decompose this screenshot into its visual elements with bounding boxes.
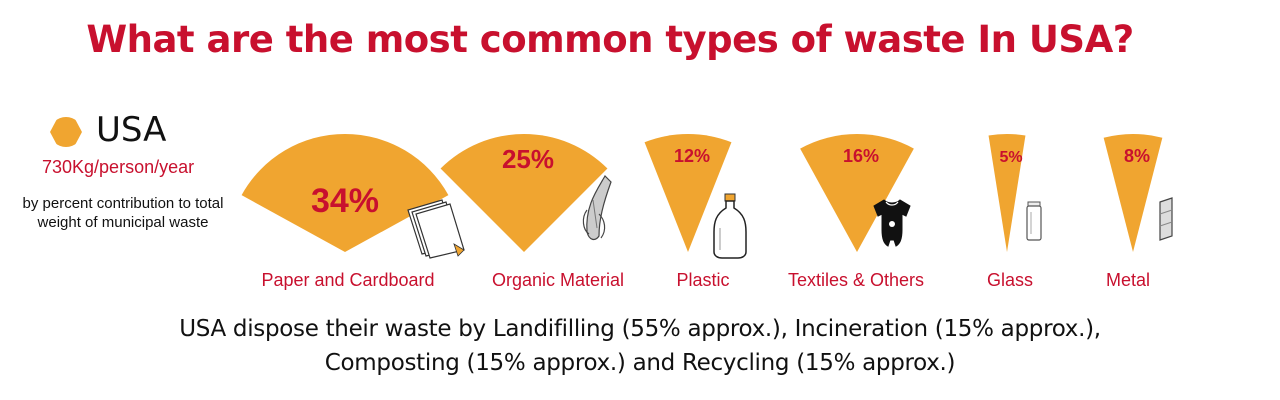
category-label: Plastic	[676, 270, 729, 290]
metal-can-icon	[1159, 197, 1173, 241]
glass-jar-icon	[1026, 201, 1042, 241]
category-label: Glass	[987, 270, 1033, 290]
chart-title: What are the most common types of waste …	[86, 18, 1134, 61]
wedge-metal	[1103, 134, 1163, 252]
value-label: 5%	[999, 149, 1022, 166]
wedge-glass	[988, 133, 1026, 252]
category-label: Paper and Cardboard	[261, 270, 434, 290]
value-label: 34%	[311, 182, 379, 220]
disposal-summary-line-2: Composting (15% approx.) and Recycling (…	[324, 350, 956, 376]
wedge-organic-material	[440, 133, 608, 252]
disposal-summary: USA dispose their waste by Landifilling …	[0, 312, 1280, 380]
value-label: 12%	[674, 146, 710, 166]
category-label: Textiles & Others	[788, 270, 924, 290]
onesie-icon	[873, 199, 911, 247]
value-label: 16%	[843, 146, 879, 166]
banana-peel-icon	[582, 175, 612, 241]
plastic-bottle-icon	[713, 193, 747, 259]
paper-stack-icon	[407, 199, 465, 259]
disposal-summary-line-1: USA dispose their waste by Landifilling …	[179, 316, 1101, 342]
value-label: 25%	[502, 144, 554, 174]
legend-description: by percent contribution to total weight …	[22, 195, 224, 231]
legend-rate: 730Kg/person/year	[42, 157, 195, 177]
value-label: 8%	[1124, 146, 1150, 166]
wedge-paper-and-cardboard	[241, 134, 449, 252]
category-label: Organic Material	[492, 270, 624, 290]
category-label: Metal	[1106, 270, 1150, 290]
legend-country: USA	[96, 110, 167, 150]
wedge-plastic	[644, 134, 732, 252]
wedge-textiles-others	[800, 134, 914, 252]
waste-wedge-chart: 34% 25% 12% 16% 5% 8% Paper and Cardboard Orga…	[241, 133, 1173, 290]
